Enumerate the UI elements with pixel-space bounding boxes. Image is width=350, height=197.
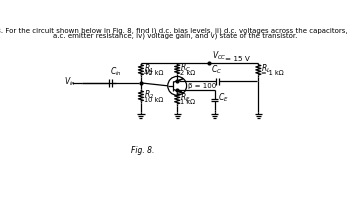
Text: $C_{in}$: $C_{in}$ (110, 65, 122, 78)
Text: $V_2$: $V_2$ (144, 68, 153, 78)
Text: $R_E$: $R_E$ (180, 91, 191, 104)
Text: $R_L$: $R_L$ (261, 62, 271, 75)
Text: Fig. 8.: Fig. 8. (131, 146, 154, 155)
Text: a.c. emitter resistance, iv) voltage gain, and v) state of the transistor.: a.c. emitter resistance, iv) voltage gai… (53, 33, 297, 39)
Text: Q8. For the circuit shown below in Fig. 8, find i) d.c. bias levels, ii) d.c. vo: Q8. For the circuit shown below in Fig. … (0, 28, 350, 34)
Text: β = 100: β = 100 (188, 83, 216, 89)
Text: $V_{CC}$: $V_{CC}$ (212, 49, 227, 62)
Text: $R_C$: $R_C$ (180, 61, 191, 74)
Text: $R_1$: $R_1$ (144, 62, 154, 75)
Text: 2 kΩ: 2 kΩ (180, 70, 195, 76)
Text: 40 kΩ: 40 kΩ (144, 71, 163, 76)
Text: = 15 V: = 15 V (225, 56, 250, 62)
Text: 10 kΩ: 10 kΩ (144, 97, 163, 103)
Text: $R_2$: $R_2$ (144, 88, 154, 101)
Text: $C_C$: $C_C$ (211, 64, 222, 76)
Text: $C_E$: $C_E$ (218, 91, 229, 104)
Text: = 1 kΩ: = 1 kΩ (261, 71, 284, 76)
Text: $V_{in}$: $V_{in}$ (64, 75, 76, 88)
Text: 1 kΩ: 1 kΩ (180, 99, 195, 105)
